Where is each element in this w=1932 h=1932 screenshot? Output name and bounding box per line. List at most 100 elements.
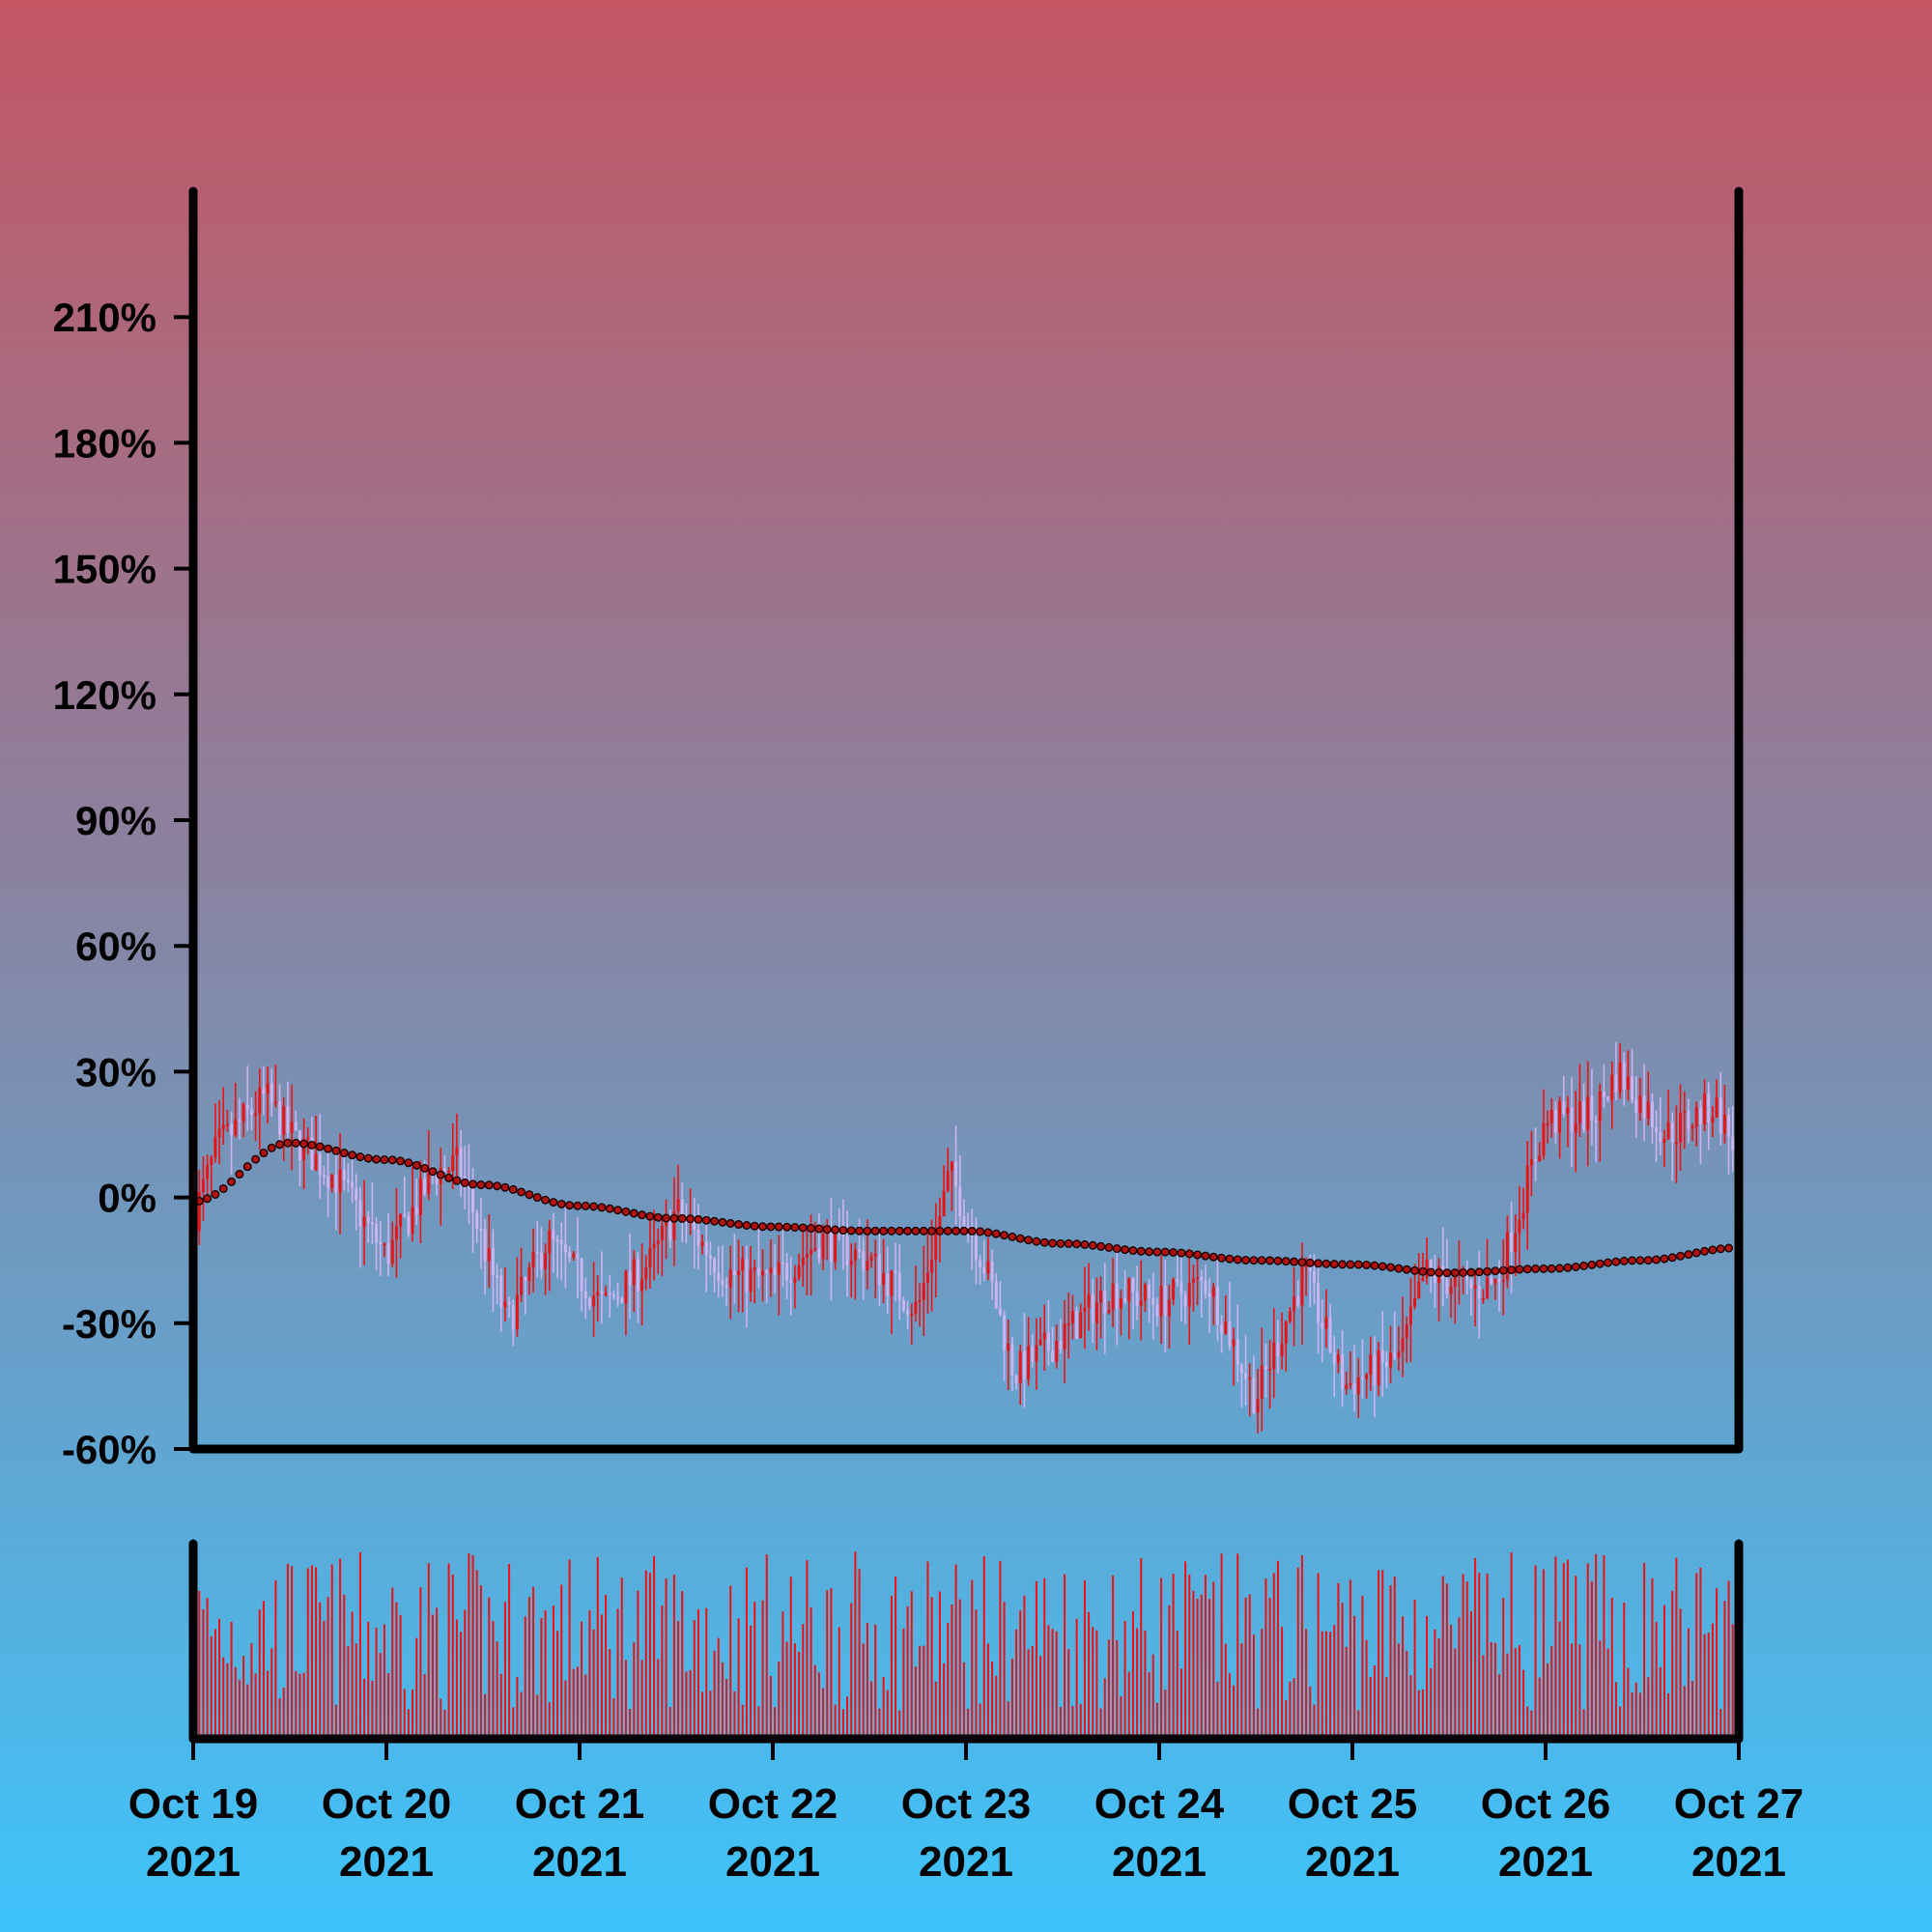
volume-bar (612, 1697, 615, 1739)
volume-bar (1478, 1573, 1481, 1739)
candle (1256, 1368, 1260, 1434)
volume-bar (826, 1590, 829, 1739)
candle-body (491, 1247, 495, 1276)
candle-body (535, 1251, 539, 1254)
candle-body (1703, 1093, 1707, 1124)
candle (548, 1219, 552, 1292)
volume-bar (524, 1616, 526, 1739)
ma-dot (1297, 1258, 1307, 1267)
candle-body (1405, 1324, 1408, 1339)
candle-body (761, 1270, 765, 1276)
candle (197, 1169, 201, 1245)
candle-body (1341, 1354, 1345, 1390)
candle-body (225, 1123, 229, 1126)
candle (1449, 1277, 1453, 1319)
candle (1666, 1090, 1670, 1141)
volume-bar (1349, 1579, 1351, 1739)
candle (249, 1097, 253, 1131)
volume-bar (1107, 1639, 1110, 1739)
candle-body (858, 1249, 862, 1252)
candle (620, 1295, 624, 1304)
volume-bar (315, 1567, 318, 1739)
volume-bar (213, 1629, 216, 1739)
ma-dot (1442, 1268, 1452, 1278)
candle-body (652, 1243, 656, 1249)
candle (990, 1249, 994, 1300)
ma-dot (363, 1153, 373, 1163)
ma-dot (1201, 1251, 1210, 1261)
volume-bar (1727, 1580, 1730, 1739)
candle-body (704, 1241, 708, 1256)
volume-bar (254, 1673, 257, 1739)
candle-body (990, 1261, 994, 1282)
volume-bar (677, 1621, 680, 1739)
volume-bar (999, 1560, 1002, 1739)
candle (632, 1250, 636, 1313)
volume-bar (1200, 1594, 1203, 1739)
candle (1490, 1275, 1493, 1286)
candle (1698, 1100, 1702, 1165)
volume-bar (854, 1551, 857, 1739)
volume-bar (1252, 1634, 1255, 1739)
ma-dot (1128, 1246, 1138, 1256)
ma-dot (476, 1180, 486, 1190)
volume-bar (785, 1641, 788, 1739)
candle (213, 1103, 217, 1163)
candle (1345, 1371, 1349, 1395)
candle-body (1272, 1342, 1276, 1369)
candle (624, 1269, 628, 1336)
candle-body (471, 1188, 475, 1213)
volume-bar (841, 1709, 844, 1739)
candle-body (294, 1122, 298, 1131)
candle (721, 1245, 724, 1297)
ma-dot (589, 1202, 599, 1211)
candle (217, 1099, 221, 1165)
candle-body (576, 1253, 580, 1259)
ma-dot (629, 1208, 639, 1218)
ma-dot (742, 1221, 752, 1231)
volume-bar (234, 1666, 237, 1739)
candle (1493, 1278, 1497, 1300)
candle-body (1453, 1275, 1457, 1287)
volume-bar (451, 1574, 454, 1739)
candle-body (1035, 1345, 1038, 1362)
volume-bar (696, 1609, 699, 1739)
candle (724, 1276, 728, 1306)
candle (1284, 1320, 1288, 1372)
candle-body (644, 1267, 648, 1280)
candle-body (1236, 1339, 1239, 1365)
candle-body (197, 1191, 201, 1232)
candle (708, 1240, 712, 1276)
candle (1642, 1064, 1646, 1141)
volume-bar (1502, 1598, 1505, 1739)
candle (906, 1300, 910, 1330)
candle (918, 1283, 922, 1327)
candle-body (1562, 1101, 1566, 1114)
volume-bar (1293, 1678, 1295, 1739)
volume-bar (407, 1709, 410, 1739)
volume-bar (624, 1660, 627, 1739)
candle (1070, 1294, 1074, 1340)
ma-dot (412, 1160, 421, 1170)
volume-bar (620, 1577, 623, 1739)
candle (1674, 1105, 1678, 1183)
candle-body (1538, 1155, 1542, 1162)
volume-bar (202, 1609, 205, 1739)
ma-dot (556, 1199, 566, 1208)
candle-body (483, 1229, 487, 1262)
candle-body (375, 1223, 379, 1243)
volume-bar (1522, 1669, 1525, 1739)
candle (262, 1065, 266, 1116)
volume-bar (484, 1693, 487, 1739)
candle (1518, 1185, 1521, 1265)
candle (1248, 1363, 1252, 1417)
candle (1176, 1253, 1179, 1287)
candle (914, 1265, 918, 1322)
volume-bar (1647, 1677, 1650, 1739)
volume-bar (588, 1610, 591, 1739)
volume-bar (291, 1566, 294, 1739)
volume-panel (188, 1539, 1744, 1744)
ma-dot (339, 1149, 349, 1158)
volume-bar (226, 1662, 229, 1739)
volume-bar (355, 1643, 357, 1739)
